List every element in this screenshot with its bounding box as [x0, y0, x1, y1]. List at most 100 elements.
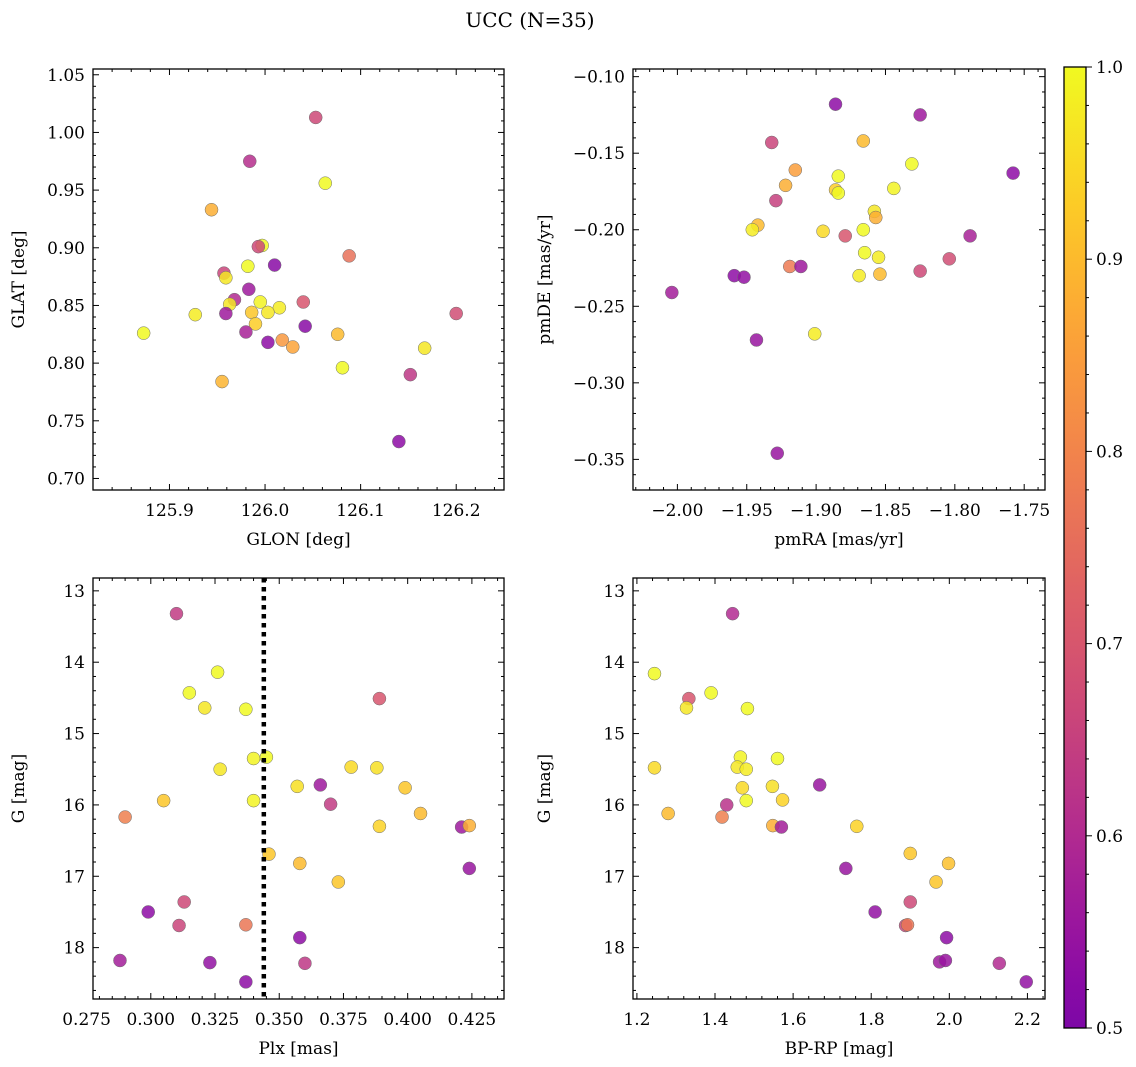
y-axis-label: GLAT [deg] — [9, 230, 29, 328]
panel-4: 1.2 1.4 1.6 1.8 2.0 2.2 13 14 15 16 17 18 BP-RP [mag… — [535, 577, 1046, 1059]
scatter-point — [770, 446, 785, 461]
scatter-point — [794, 259, 808, 274]
plot-frame — [632, 68, 1046, 491]
scatter-point — [850, 819, 864, 834]
y-tick-label: 13 — [63, 582, 85, 602]
scatter-point — [828, 97, 843, 111]
scatter-point — [296, 295, 311, 309]
scatter-point — [913, 264, 927, 278]
y-tick-label: 15 — [603, 725, 625, 745]
scatter-point — [246, 751, 261, 766]
scatter-point — [293, 930, 307, 945]
scatter-point — [403, 367, 418, 382]
scatter-point — [462, 861, 477, 876]
scatter-point — [739, 762, 754, 776]
x-tick-label: 2.0 — [936, 1010, 963, 1030]
colorbar: 0.5 0.6 0.7 0.8 0.9 1.0 — [1063, 58, 1123, 1039]
x-tick-label: −2.00 — [651, 501, 703, 521]
scatter-point — [740, 701, 755, 716]
x-tick-label: 0.400 — [383, 1010, 432, 1030]
x-tick-label: 1.2 — [623, 1010, 650, 1030]
y-tick-label: 16 — [63, 796, 85, 816]
y-tick-label: −0.30 — [573, 374, 625, 394]
scatter-point — [774, 820, 789, 834]
scatter-point — [905, 157, 919, 171]
scatter-point — [141, 905, 155, 919]
scatter-point — [942, 252, 957, 266]
scatter-point — [239, 702, 253, 717]
scatter-point — [136, 326, 151, 340]
x-tick-label: −1.90 — [790, 501, 842, 521]
scatter-point — [298, 319, 312, 333]
scatter-point — [177, 895, 191, 909]
scatter-point — [417, 341, 432, 355]
x-tick-label: 1.4 — [701, 1010, 728, 1030]
scatter-point — [118, 810, 132, 824]
scatter-point — [903, 895, 918, 909]
scatter-point — [816, 224, 830, 239]
scatter-point — [203, 955, 217, 970]
plot-frame — [92, 577, 505, 1000]
scatter-point — [215, 374, 229, 389]
scatter-point — [308, 110, 323, 125]
scatter-point — [869, 210, 883, 225]
scatter-point — [246, 793, 261, 808]
scatter-point — [213, 762, 227, 776]
scatter-point — [219, 271, 233, 285]
scatter-point — [856, 134, 871, 148]
colorbar-tick-label: 0.6 — [1096, 827, 1123, 847]
y-axis-label: pmDE [mas/yr] — [535, 214, 555, 344]
scatter-point — [370, 761, 384, 775]
colorbar-bar — [1063, 66, 1087, 1029]
scatter-point — [462, 818, 477, 833]
scatter-point — [941, 856, 956, 871]
y-tick-label: 0.85 — [47, 296, 85, 316]
y-tick-label: 0.75 — [47, 412, 85, 432]
scatter-point — [372, 819, 387, 834]
x-tick-label: −1.80 — [929, 501, 981, 521]
scatter-point — [665, 285, 679, 300]
scatter-point — [272, 301, 287, 315]
scatter-point — [857, 245, 872, 260]
scatter-point — [749, 333, 764, 347]
y-tick-label: −0.20 — [573, 221, 625, 241]
colorbar-tick-label: 1.0 — [1096, 58, 1123, 78]
scatter-point — [871, 250, 886, 265]
scatter-point — [344, 760, 358, 774]
scatter-point — [719, 798, 734, 812]
x-tick-label: 0.300 — [126, 1010, 175, 1030]
scatter-point — [313, 778, 328, 792]
scatter-point — [243, 154, 257, 169]
scatter-point — [831, 169, 846, 183]
scatter-point — [704, 686, 718, 700]
scatter-point — [172, 918, 186, 933]
scatter-point — [745, 222, 760, 237]
scatter-point — [182, 686, 197, 700]
x-axis-label: pmRA [mas/yr] — [774, 530, 903, 550]
y-tick-label: 18 — [63, 939, 85, 959]
x-tick-label: 0.350 — [255, 1010, 304, 1030]
y-tick-label: 0.70 — [47, 469, 85, 489]
scatter-point — [807, 327, 822, 341]
scatter-point — [113, 953, 127, 968]
panel-1: 125.9 126.0 126.1 126.2 0.70 0.75 0.80 0.85 0.90… — [9, 66, 505, 550]
scatter-point — [318, 176, 333, 190]
x-tick-label: 0.425 — [448, 1010, 497, 1030]
x-axis-label: GLON [deg] — [246, 530, 350, 550]
scatter-point — [737, 270, 751, 284]
scatter-point — [765, 779, 780, 794]
y-tick-label: 17 — [63, 867, 85, 887]
scatter-point — [775, 793, 790, 807]
scatter-point — [323, 797, 338, 811]
y-tick-label: 18 — [603, 939, 625, 959]
scatter-point — [197, 701, 212, 715]
scatter-point — [856, 222, 871, 237]
scatter-point — [1019, 975, 1034, 989]
figure-title: UCC (N=35) — [465, 8, 594, 32]
scatter-point — [903, 846, 918, 861]
y-tick-label: −0.35 — [573, 450, 625, 470]
scatter-point — [330, 327, 345, 342]
scatter-points — [647, 606, 1034, 989]
y-tick-label: 1.05 — [47, 66, 85, 86]
